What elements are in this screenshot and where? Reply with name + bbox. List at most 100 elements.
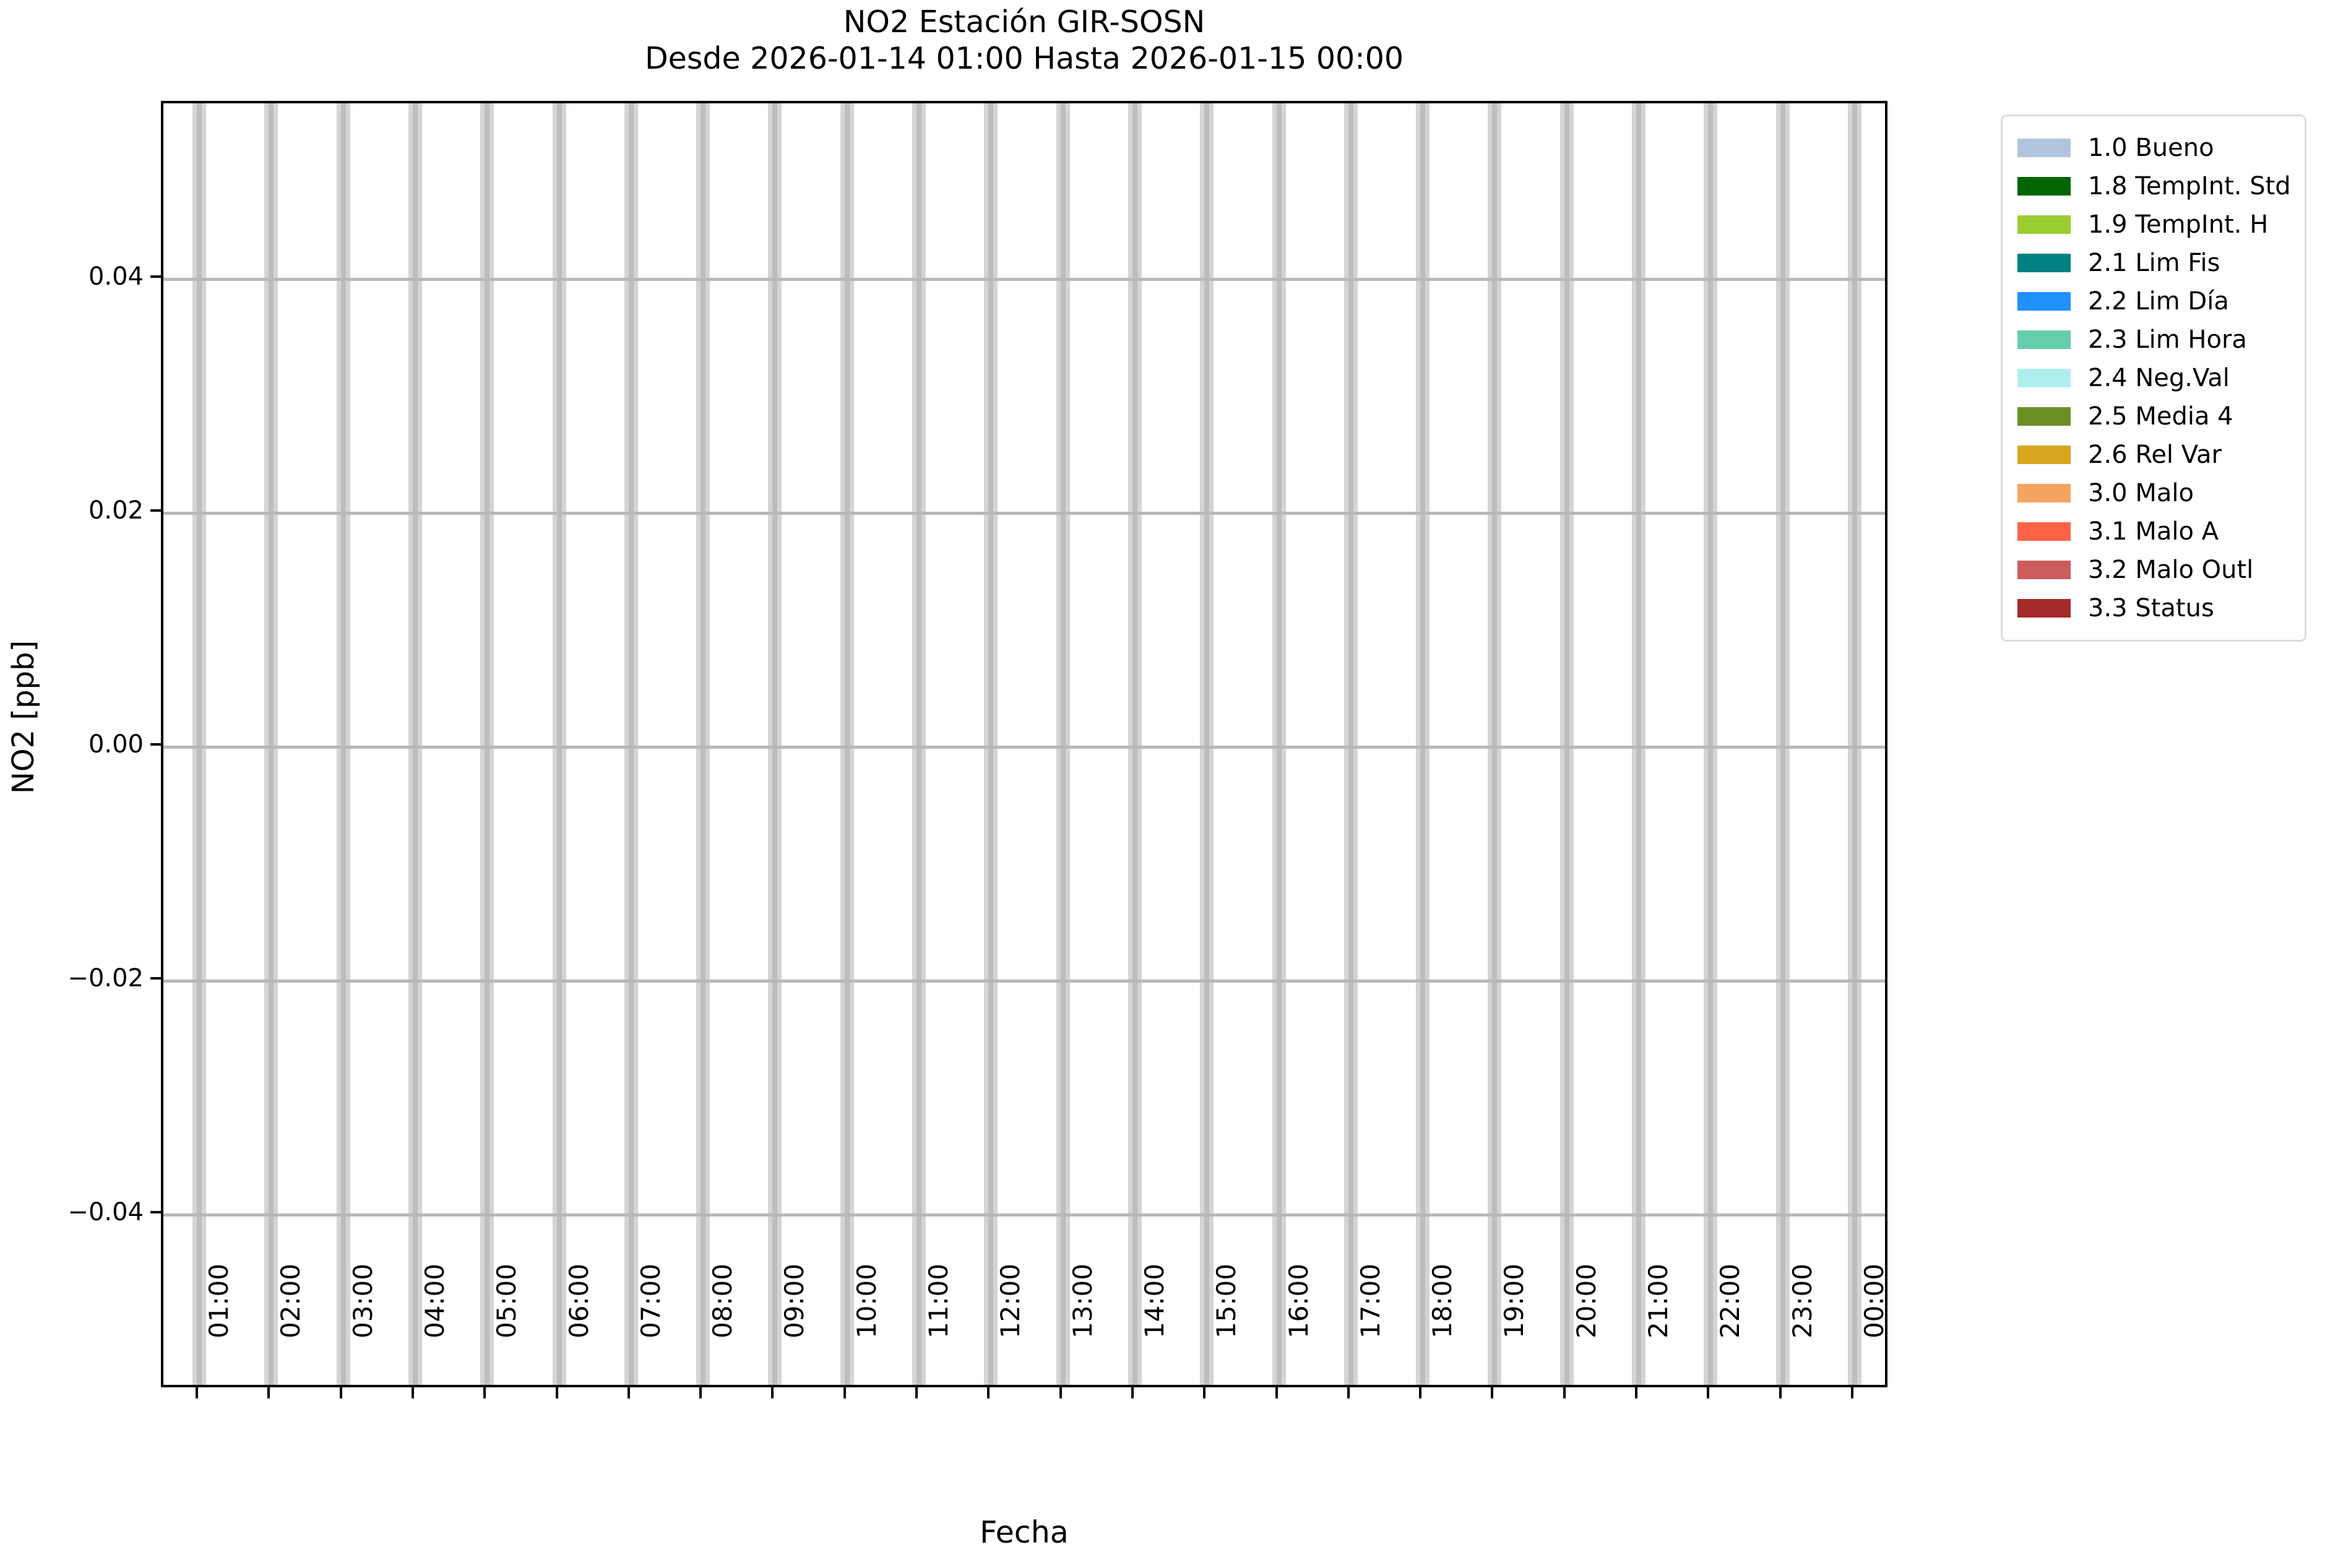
legend-item[interactable]: 2.4 Neg.Val — [2017, 359, 2293, 397]
legend-swatch-icon — [2017, 484, 2071, 502]
legend-item-label: 1.9 TempInt. H — [2088, 210, 2269, 239]
hour-band — [840, 103, 854, 1385]
legend-swatch-icon — [2017, 407, 2071, 426]
hour-band — [1272, 103, 1286, 1385]
x-tick-mark — [699, 1387, 702, 1398]
hour-band — [480, 103, 494, 1385]
legend-item-label: 2.2 Lim Día — [2088, 287, 2229, 316]
x-tick-label: 23:00 — [1787, 1264, 1818, 1339]
legend-item[interactable]: 1.9 TempInt. H — [2017, 205, 2293, 244]
legend-item[interactable]: 2.3 Lim Hora — [2017, 321, 2293, 359]
legend-swatch-icon — [2017, 330, 2071, 349]
horizontal-gridline — [163, 511, 1885, 515]
x-tick-mark — [1779, 1387, 1782, 1398]
x-tick-label: 07:00 — [635, 1264, 666, 1339]
horizontal-gridline — [163, 1213, 1885, 1217]
chart-subtitle-line2: Desde 2026-01-14 01:00 Hasta 2026-01-15 … — [644, 41, 1404, 76]
x-tick-mark — [267, 1387, 270, 1398]
x-tick-label: 11:00 — [923, 1264, 954, 1339]
hour-band — [768, 103, 782, 1385]
hour-band — [696, 103, 710, 1385]
legend-item[interactable]: 3.2 Malo Outl — [2017, 551, 2293, 589]
x-tick-label: 13:00 — [1067, 1264, 1098, 1339]
legend-swatch-icon — [2017, 446, 2071, 464]
legend-item[interactable]: 1.0 Bueno — [2017, 129, 2293, 167]
x-tick-mark — [555, 1387, 558, 1398]
x-tick-label: 20:00 — [1571, 1264, 1602, 1339]
x-tick-label: 03:00 — [347, 1264, 378, 1339]
hour-band — [192, 103, 206, 1385]
x-tick-mark — [987, 1387, 990, 1398]
hour-band — [1488, 103, 1502, 1385]
legend-item[interactable]: 3.3 Status — [2017, 589, 2293, 627]
x-tick-mark — [627, 1387, 630, 1398]
x-tick-label: 16:00 — [1283, 1264, 1314, 1339]
x-tick-label: 09:00 — [779, 1264, 810, 1339]
x-tick-label: 08:00 — [707, 1264, 738, 1339]
chart-legend[interactable]: 1.0 Bueno 1.8 TempInt. Std 1.9 TempInt. H 2… — [2001, 114, 2306, 642]
hour-band — [1344, 103, 1358, 1385]
legend-swatch-icon — [2017, 292, 2071, 311]
y-tick-label: −0.04 — [67, 1197, 144, 1226]
hour-band — [336, 103, 350, 1385]
x-tick-mark — [411, 1387, 414, 1398]
x-tick-label: 10:00 — [851, 1264, 882, 1339]
x-tick-mark — [1707, 1387, 1710, 1398]
hour-band — [1056, 103, 1070, 1385]
legend-item[interactable]: 3.1 Malo A — [2017, 512, 2293, 551]
legend-swatch-icon — [2017, 139, 2071, 157]
plot-inner — [163, 103, 1885, 1385]
x-tick-mark — [1203, 1387, 1206, 1398]
x-tick-mark — [483, 1387, 486, 1398]
x-axis-label: Fecha — [980, 1515, 1069, 1550]
hour-band — [1704, 103, 1718, 1385]
legend-item-label: 2.5 Media 4 — [2088, 402, 2233, 431]
x-tick-label: 18:00 — [1427, 1264, 1458, 1339]
legend-swatch-icon — [2017, 254, 2071, 272]
x-tick-label: 04:00 — [419, 1264, 450, 1339]
legend-item[interactable]: 3.0 Malo — [2017, 474, 2293, 512]
legend-item-label: 2.1 Lim Fis — [2088, 249, 2220, 277]
legend-item[interactable]: 2.5 Media 4 — [2017, 397, 2293, 436]
x-tick-mark — [1059, 1387, 1062, 1398]
x-tick-mark — [843, 1387, 846, 1398]
legend-item-label: 1.8 TempInt. Std — [2088, 172, 2291, 200]
y-tick-mark — [150, 509, 161, 512]
legend-swatch-icon — [2017, 599, 2071, 618]
legend-item-label: 3.1 Malo A — [2088, 517, 2219, 546]
x-tick-mark — [339, 1387, 342, 1398]
legend-item-label: 2.3 Lim Hora — [2088, 325, 2247, 354]
hour-band — [408, 103, 422, 1385]
legend-item-label: 3.0 Malo — [2088, 479, 2194, 507]
x-tick-label: 19:00 — [1499, 1264, 1530, 1339]
x-tick-label: 17:00 — [1355, 1264, 1386, 1339]
x-tick-label: 14:00 — [1139, 1264, 1170, 1339]
y-tick-mark — [150, 976, 161, 980]
x-tick-mark — [1491, 1387, 1494, 1398]
legend-item-label: 2.4 Neg.Val — [2088, 364, 2230, 392]
x-tick-label: 05:00 — [491, 1264, 522, 1339]
hour-band — [264, 103, 278, 1385]
y-tick-label: 0.02 — [88, 496, 144, 525]
hour-band — [624, 103, 638, 1385]
legend-swatch-icon — [2017, 177, 2071, 196]
legend-swatch-icon — [2017, 215, 2071, 234]
x-tick-mark — [1563, 1387, 1566, 1398]
x-tick-label: 21:00 — [1643, 1264, 1673, 1339]
x-tick-mark — [196, 1387, 198, 1398]
legend-item-label: 3.3 Status — [2088, 594, 2214, 622]
legend-swatch-icon — [2017, 522, 2071, 541]
legend-item[interactable]: 2.2 Lim Día — [2017, 282, 2293, 321]
hour-band — [1632, 103, 1646, 1385]
legend-item[interactable]: 2.1 Lim Fis — [2017, 244, 2293, 282]
hour-band — [552, 103, 566, 1385]
x-tick-label: 22:00 — [1715, 1264, 1746, 1339]
x-tick-label: 15:00 — [1211, 1264, 1242, 1339]
horizontal-gridline — [163, 979, 1885, 983]
x-tick-mark — [1275, 1387, 1278, 1398]
legend-item[interactable]: 1.8 TempInt. Std — [2017, 167, 2293, 205]
legend-item[interactable]: 2.6 Rel Var — [2017, 436, 2293, 474]
y-tick-mark — [150, 743, 161, 746]
chart-title: NO2 Estación GIR-SOSN Desde 2026-01-14 0… — [161, 4, 1887, 77]
x-tick-label: 02:00 — [275, 1264, 306, 1339]
